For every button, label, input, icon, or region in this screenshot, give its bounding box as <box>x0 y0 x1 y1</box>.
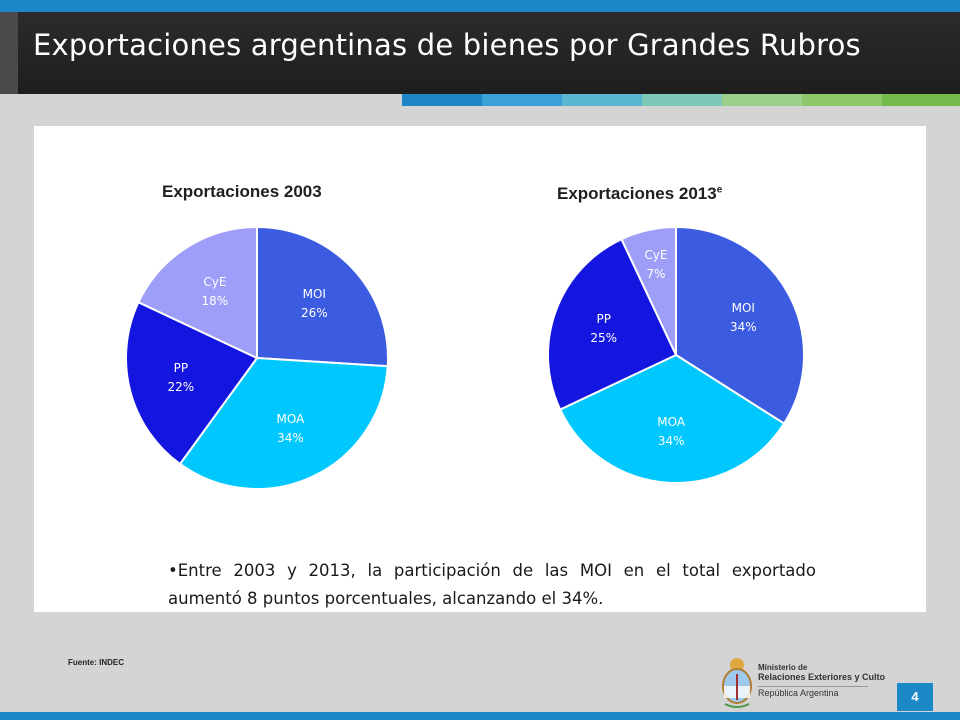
slice-label-moa: MOA 34% <box>631 413 711 451</box>
page-number: 4 <box>897 683 933 711</box>
color-strip-segment <box>402 94 482 106</box>
slice-category-label: MOA <box>276 412 305 427</box>
chart-title-2003: Exportaciones 2003 <box>162 182 322 202</box>
slice-value-label: 34% <box>657 433 685 448</box>
ministry-logo: Ministerio de Relaciones Exteriores y Cu… <box>720 652 900 710</box>
ministry-line3: República Argentina <box>758 686 885 698</box>
ministry-line2: Relaciones Exteriores y Culto <box>758 672 886 682</box>
slice-label-cye: CyE 7% <box>616 246 696 284</box>
coat-of-arms-icon <box>722 658 752 708</box>
slice-value-label: 34% <box>729 320 757 334</box>
pie-chart-2013 <box>547 225 805 484</box>
pie-slice-moi <box>256 225 389 368</box>
chart-title-2013-text: Exportaciones 2013 <box>557 184 717 203</box>
source-text: Fuente: INDEC <box>68 658 124 667</box>
bottom-bar <box>0 712 960 720</box>
slice-label-moi: MOI 34% <box>703 299 783 337</box>
slice-label-moa: MOA 34% <box>250 410 330 448</box>
slice-label-pp: PP 22% <box>141 359 221 397</box>
slice-category-label: PP <box>596 311 611 326</box>
slice-value-label: 7% <box>646 267 666 282</box>
slice-value-label: 22% <box>167 379 195 394</box>
color-strip-segment <box>882 94 960 106</box>
pie-chart-2003 <box>125 225 389 490</box>
title-bar <box>0 12 960 94</box>
pie-slice-cye <box>137 225 258 360</box>
slice-category-label: MOA <box>657 414 686 429</box>
note-text: •Entre 2003 y 2013, la participación de … <box>168 560 816 608</box>
ministry-text: Ministerio de Relaciones Exteriores y Cu… <box>758 663 885 698</box>
title-bar-edge <box>0 12 18 94</box>
color-strip-segment <box>722 94 802 106</box>
slice-label-cye: CyE 18% <box>175 273 255 311</box>
slice-category-label: PP <box>173 360 189 375</box>
chart-title-2003-text: Exportaciones 2003 <box>162 182 322 201</box>
color-strip-segment <box>802 94 882 106</box>
chart-title-2013: Exportaciones 2013e <box>557 184 722 204</box>
chart-title-2013-superscript: e <box>716 184 723 196</box>
slice-category-label: CyE <box>644 248 668 263</box>
color-strip-segment <box>482 94 562 106</box>
slice-category-label: CyE <box>203 274 227 289</box>
pie-slice-moa <box>178 356 389 490</box>
pie-slice-pp <box>547 237 678 411</box>
ministry-line1: Ministerio de <box>758 663 808 672</box>
slice-value-label: 25% <box>590 330 618 345</box>
slice-value-label: 18% <box>201 293 229 308</box>
color-strip-segment <box>562 94 642 106</box>
slice-category-label: MOI <box>731 301 755 315</box>
slice-value-label: 34% <box>277 431 304 446</box>
pie-slice-cye <box>620 225 677 356</box>
pie-slice-moa <box>558 353 786 484</box>
slice-label-pp: PP 25% <box>564 310 644 348</box>
slice-category-label: MOI <box>302 287 326 302</box>
slide-title: Exportaciones argentinas de bienes por G… <box>33 28 861 62</box>
top-accent-stripe <box>0 0 960 12</box>
slice-value-label: 26% <box>300 306 328 321</box>
color-strip-segment <box>642 94 722 106</box>
color-strip <box>402 94 960 106</box>
slice-label-moi: MOI 26% <box>274 285 354 323</box>
